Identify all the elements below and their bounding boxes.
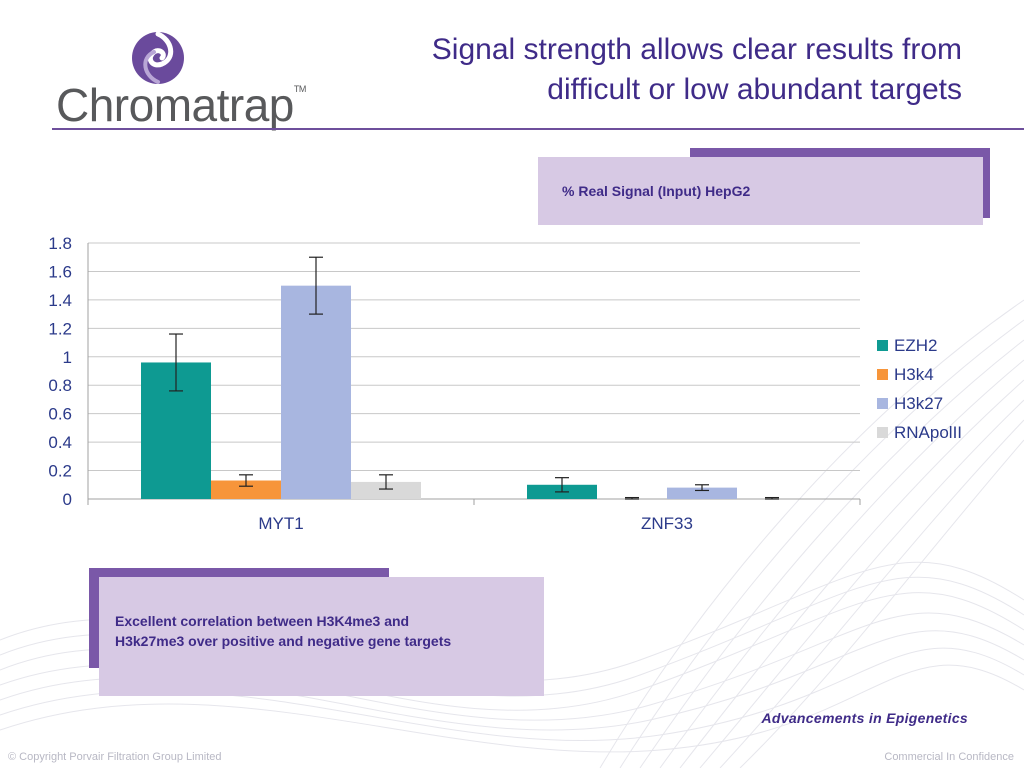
chart-label-box: % Real Signal (Input) HepG2 bbox=[538, 157, 983, 225]
bar-h3k27-znf33 bbox=[667, 487, 737, 499]
x-category-label: ZNF33 bbox=[641, 514, 693, 533]
bar-h3k4-myt1 bbox=[211, 480, 281, 499]
legend-swatch-h3k4 bbox=[877, 369, 888, 380]
y-tick-label: 0.8 bbox=[48, 376, 72, 395]
legend-swatch-rnapolii bbox=[877, 427, 888, 438]
legend-swatch-ezh2 bbox=[877, 340, 888, 351]
title-line-1: Signal strength allows clear results fro… bbox=[431, 33, 962, 66]
y-tick-label: 1.8 bbox=[48, 234, 72, 253]
conclusion-line-1: Excellent correlation between H3K4me3 an… bbox=[115, 613, 410, 629]
chromatrap-logo: ChromatrapTM bbox=[52, 28, 306, 131]
legend-label-h3k4: H3k4 bbox=[894, 365, 934, 384]
x-category-label: MYT1 bbox=[258, 514, 303, 533]
y-tick-label: 1.6 bbox=[48, 262, 72, 281]
bar-chart: 0 0.2 0.4 0.6 0.8 1 1.2 1.4 1.6 1.8 MYT1 ZNF33 EZH2 H… bbox=[48, 234, 962, 533]
logo-trademark: TM bbox=[293, 84, 307, 94]
bar-rnapolii-myt1 bbox=[351, 481, 421, 499]
footer-confidential: Commercial In Confidence bbox=[884, 751, 1014, 763]
y-tick-label: 0.4 bbox=[48, 433, 72, 452]
y-tick-label: 1 bbox=[63, 348, 72, 367]
slide-title: Signal strength allows clear results fro… bbox=[322, 30, 962, 110]
conclusion-line-2: H3k27me3 over positive and negative gene… bbox=[115, 633, 452, 649]
y-tick-label: 1.4 bbox=[48, 291, 72, 310]
logo-swirl-icon bbox=[132, 31, 184, 84]
conclusion-text: Excellent correlation between H3K4me3 an… bbox=[115, 611, 451, 651]
conclusion-box: Excellent correlation between H3K4me3 an… bbox=[99, 577, 544, 696]
legend-label-ezh2: EZH2 bbox=[894, 336, 937, 355]
legend-label-h3k27: H3k27 bbox=[894, 394, 943, 413]
legend-swatch-h3k27 bbox=[877, 398, 888, 409]
y-tick-label: 0.2 bbox=[48, 462, 72, 481]
bar-h3k27-myt1 bbox=[281, 285, 351, 499]
title-line-2: difficult or low abundant targets bbox=[547, 73, 962, 106]
footer-copyright: © Copyright Porvair Filtration Group Lim… bbox=[8, 751, 222, 763]
y-tick-label: 1.2 bbox=[48, 319, 72, 338]
tagline: Advancements in Epigenetics bbox=[761, 710, 968, 726]
title-divider bbox=[52, 128, 1024, 130]
y-tick-label: 0.6 bbox=[48, 405, 72, 424]
logo-wordmark: Chromatrap bbox=[56, 79, 294, 131]
chart-label-text: % Real Signal (Input) HepG2 bbox=[562, 183, 751, 199]
y-tick-label: 0 bbox=[63, 490, 72, 509]
legend-label-rnapolii: RNApolII bbox=[894, 423, 962, 442]
